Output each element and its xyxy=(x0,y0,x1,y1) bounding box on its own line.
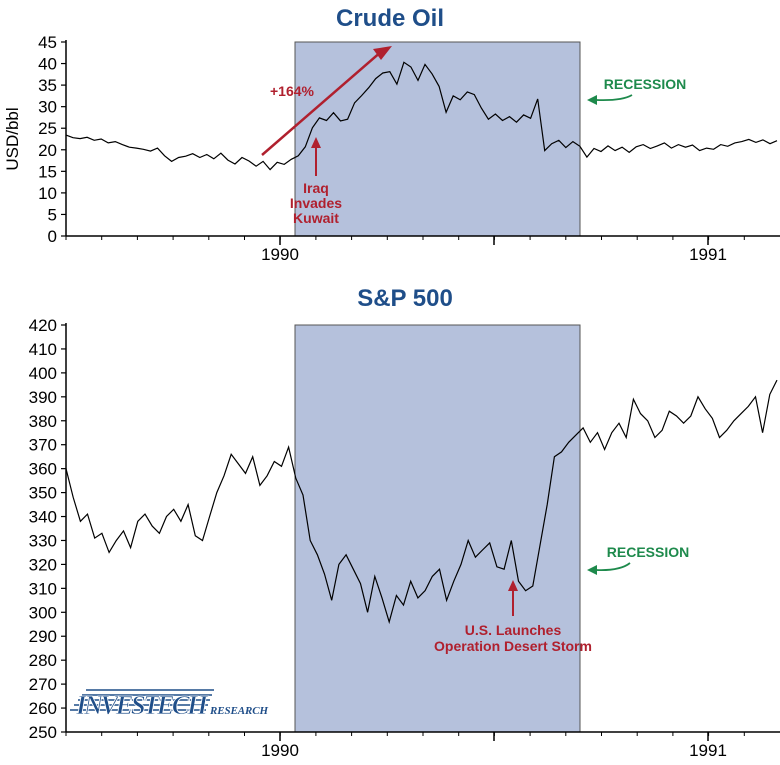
y-tick-label: 330 xyxy=(29,531,57,550)
y-tick-label: 340 xyxy=(29,508,57,527)
y-tick-label: 280 xyxy=(29,651,57,670)
recession-arrow-head xyxy=(587,565,597,575)
y-tick-label: 320 xyxy=(29,555,57,574)
y-tick-label: 420 xyxy=(29,316,57,335)
y-tick-label: 410 xyxy=(29,340,57,359)
recession-shade xyxy=(294,324,581,733)
y-tick-label: 5 xyxy=(48,205,57,224)
sp500-chart: S&P 500 250 260 270 280 290 300 310 320 330 340 35… xyxy=(29,285,780,760)
y-tick-label: 15 xyxy=(38,162,57,181)
gain-arrow xyxy=(261,50,383,156)
series-line xyxy=(65,61,778,171)
y-tick-label: 390 xyxy=(29,388,57,407)
y-tick-label: 370 xyxy=(29,436,57,455)
event-arrow-head xyxy=(311,137,321,148)
recession-arrow-head xyxy=(587,95,597,105)
y-tick-label: 290 xyxy=(29,627,57,646)
event-annotation-line: Iraq xyxy=(303,180,329,196)
series-line xyxy=(65,379,778,625)
investech-logo: INVESTECH RESEARCH xyxy=(70,689,268,720)
logo-main: INVESTECH xyxy=(75,690,209,720)
y-tick-label: 380 xyxy=(29,412,57,431)
y-tick-label: 25 xyxy=(38,119,57,138)
y-tick-label: 40 xyxy=(38,55,57,74)
y-tick-label: 310 xyxy=(29,579,57,598)
recession-arrow xyxy=(595,562,631,572)
y-axis-label: USD/bbl xyxy=(3,107,22,170)
crude-oil-chart: Crude Oil USD/bbl 0 5 10 15 20 25 30 35 40 45 199… xyxy=(3,5,780,264)
event-annotation-line: Operation Desert Storm xyxy=(434,638,592,654)
y-tick-label: 10 xyxy=(38,184,57,203)
x-tick-label: 1991 xyxy=(689,245,727,264)
event-arrow-head xyxy=(508,580,518,591)
y-tick-label: 270 xyxy=(29,675,57,694)
y-tick-label: 35 xyxy=(38,76,57,95)
x-tick-label: 1990 xyxy=(261,245,299,264)
y-tick-label: 350 xyxy=(29,484,57,503)
y-tick-label: 0 xyxy=(48,227,57,246)
y-tick-label: 300 xyxy=(29,603,57,622)
y-tick-label: 250 xyxy=(29,723,57,742)
y-tick-label: 260 xyxy=(29,699,57,718)
event-annotation-line: Invades xyxy=(290,195,342,211)
y-tick-label: 20 xyxy=(38,141,57,160)
recession-arrow xyxy=(595,94,633,102)
chart-title: Crude Oil xyxy=(336,5,444,32)
gain-arrow-head xyxy=(373,46,392,60)
chart-title: S&P 500 xyxy=(357,285,453,312)
gain-annotation: +164% xyxy=(270,83,315,99)
x-tick-label: 1990 xyxy=(261,741,299,760)
event-annotation-line: Kuwait xyxy=(293,210,339,226)
logo-sub: RESEARCH xyxy=(209,705,268,717)
recession-label: RECESSION xyxy=(604,76,686,92)
recession-label: RECESSION xyxy=(607,544,689,560)
y-tick-label: 45 xyxy=(38,33,57,52)
y-tick-label: 360 xyxy=(29,460,57,479)
y-tick-label: 30 xyxy=(38,98,57,117)
recession-shade xyxy=(294,41,581,237)
event-annotation-line: U.S. Launches xyxy=(465,622,562,638)
x-tick-label: 1991 xyxy=(689,741,727,760)
y-tick-label: 400 xyxy=(29,364,57,383)
